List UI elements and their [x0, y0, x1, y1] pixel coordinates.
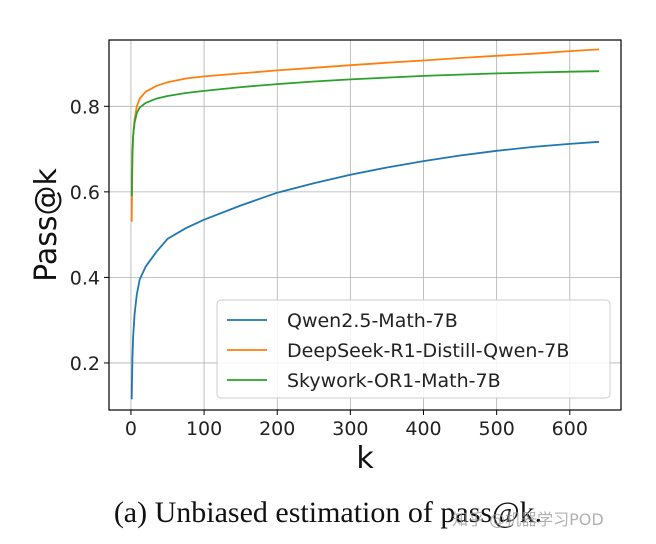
x-axis-ticks: 0 100 200 300 400 500 600	[125, 410, 588, 440]
y-axis-title: Pass@k	[29, 167, 64, 281]
y-tick-label: 0.2	[70, 353, 100, 375]
y-axis-ticks: 0.2 0.4 0.6 0.8	[70, 96, 109, 375]
series-line	[130, 48, 600, 222]
legend-box	[216, 299, 611, 399]
watermark: 知乎 @机器学习POD	[452, 510, 604, 529]
plot-frame	[108, 39, 622, 411]
x-axis-title: k	[356, 441, 374, 476]
x-tick-label: 200	[259, 418, 295, 440]
x-tick-label: 600	[552, 418, 588, 440]
series-line	[130, 70, 600, 197]
legend-label: Qwen2.5-Math-7B	[287, 310, 458, 332]
y-tick-label: 0.8	[70, 96, 100, 118]
y-tick-label: 0.6	[70, 182, 100, 204]
x-tick-label: 300	[332, 418, 368, 440]
x-tick-label: 400	[405, 418, 441, 440]
x-tick-label: 0	[125, 418, 137, 440]
x-tick-label: 100	[186, 418, 222, 440]
legend: Qwen2.5-Math-7B DeepSeek-R1-Distill-Qwen-…	[216, 299, 611, 399]
legend-label: DeepSeek-R1-Distill-Qwen-7B	[287, 340, 569, 362]
x-tick-label: 500	[479, 418, 515, 440]
series-line	[130, 140, 600, 400]
series-lines	[130, 48, 600, 400]
grid-lines	[109, 40, 621, 410]
legend-label: Skywork-OR1-Math-7B	[287, 370, 501, 392]
pass-at-k-chart: 0 100 200 300 400 500 600 0.2 0.4 0.6 0.8 k Pass@…	[29, 39, 622, 476]
figure-caption: (a) Unbiased estimation of pass@k.	[113, 496, 543, 529]
y-tick-label: 0.4	[70, 267, 100, 289]
